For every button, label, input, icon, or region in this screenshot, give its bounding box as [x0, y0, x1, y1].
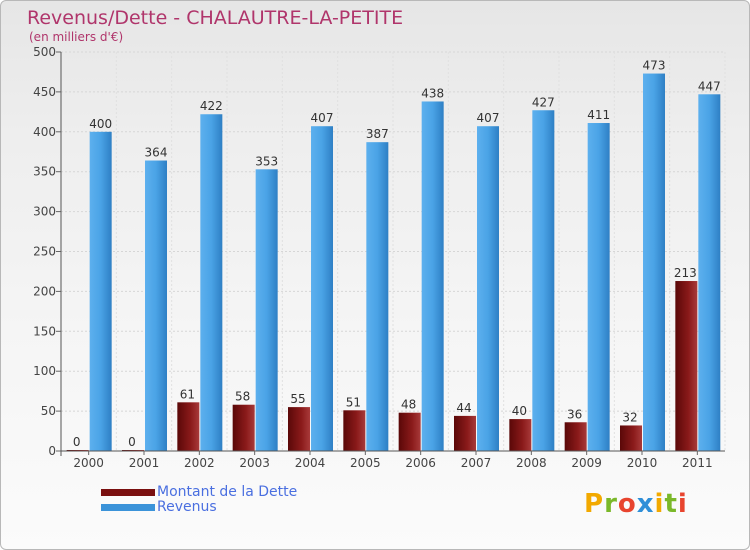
data-label-dette: 51 — [346, 395, 361, 409]
bar-revenus-2001 — [145, 160, 167, 451]
bars: 0 400 0 364 61 422 58 353 55 407 51 387 48 438 44 407 40… — [66, 59, 721, 452]
bar-dette-2003 — [232, 404, 255, 451]
legend-swatch-dette — [101, 489, 155, 496]
x-tick-label: 2008 — [516, 456, 547, 470]
y-tick-label: 500 — [33, 45, 56, 59]
data-label-revenus: 407 — [311, 111, 334, 125]
legend-label-dette: Montant de la Dette — [157, 484, 298, 500]
bar-revenus-2003 — [255, 169, 278, 451]
x-tick-label: 2011 — [682, 456, 713, 470]
x-tick-label: 2005 — [350, 456, 381, 470]
y-tick-label: 50 — [41, 404, 56, 418]
data-label-revenus: 353 — [255, 154, 278, 168]
data-label-revenus: 447 — [698, 79, 721, 93]
data-label-dette: 32 — [622, 410, 637, 424]
y-tick-label: 250 — [33, 245, 56, 259]
x-tick-label: 2004 — [295, 456, 326, 470]
data-label-revenus: 411 — [587, 108, 610, 122]
x-tick-label: 2003 — [239, 456, 270, 470]
grid-lines — [60, 51, 726, 452]
x-tick-label: 2002 — [184, 456, 215, 470]
y-tick-label: 100 — [33, 364, 56, 378]
bar-revenus-2000 — [89, 131, 112, 452]
data-label-revenus: 473 — [643, 59, 666, 73]
data-label-dette: 0 — [128, 435, 136, 449]
bar-revenus-2006 — [421, 101, 444, 451]
bar-dette-2007 — [454, 415, 476, 451]
logo-letter: t — [664, 489, 678, 519]
bar-revenus-2004 — [311, 126, 333, 452]
legend-item-dette: Montant de la Dette — [101, 485, 297, 500]
data-label-dette: 0 — [73, 435, 81, 449]
data-label-dette: 36 — [567, 407, 582, 421]
y-tick-label: 450 — [33, 85, 56, 99]
data-label-revenus: 364 — [145, 146, 168, 160]
legend: Montant de la Dette Revenus — [101, 485, 297, 515]
bar-dette-2009 — [564, 422, 587, 451]
bar-dette-2008 — [509, 419, 532, 451]
bar-revenus-2009 — [587, 123, 610, 451]
bar-dette-2002 — [177, 402, 200, 451]
data-label-revenus: 407 — [477, 111, 500, 125]
data-label-revenus: 438 — [421, 86, 444, 100]
data-label-revenus: 427 — [532, 95, 555, 109]
x-tick-label: 2001 — [129, 456, 160, 470]
chart-title: Revenus/Dette - CHALAUTRE-LA-PETITE — [27, 7, 404, 29]
data-label-dette: 58 — [235, 390, 250, 404]
legend-label-revenus: Revenus — [157, 499, 217, 515]
data-label-dette: 55 — [290, 392, 305, 406]
data-label-dette: 61 — [180, 387, 195, 401]
data-label-dette: 48 — [401, 398, 416, 412]
bar-revenus-2010 — [643, 73, 665, 452]
bar-revenus-2011 — [698, 94, 721, 451]
proxiti-logo: Proxiti — [584, 489, 688, 519]
data-label-revenus: 400 — [89, 117, 112, 131]
data-label-dette: 44 — [456, 401, 471, 415]
y-tick-label: 150 — [33, 324, 56, 338]
x-tick-label: 2009 — [571, 456, 602, 470]
data-label-dette: 213 — [674, 266, 697, 280]
x-tick-label: 2010 — [627, 456, 658, 470]
logo-letter: x — [636, 489, 655, 519]
y-tick-label: 400 — [33, 125, 56, 139]
x-tick-label: 2006 — [405, 456, 436, 470]
logo-letter: i — [677, 489, 688, 519]
legend-swatch-revenus — [101, 504, 155, 511]
y-tick-label: 0 — [48, 444, 56, 458]
x-tick-label: 2000 — [73, 456, 104, 470]
data-label-dette: 40 — [512, 404, 527, 418]
data-label-revenus: 422 — [200, 99, 223, 113]
data-label-revenus: 387 — [366, 127, 389, 141]
bar-revenus-2005 — [366, 142, 389, 451]
logo-letter: P — [584, 489, 605, 519]
y-tick-label: 200 — [33, 284, 56, 298]
bar-dette-2011 — [675, 281, 698, 451]
legend-item-revenus: Revenus — [101, 500, 297, 515]
y-tick-label: 300 — [33, 205, 56, 219]
chart-subtitle: (en milliers d'€) — [29, 30, 124, 44]
y-tick-label: 350 — [33, 165, 56, 179]
logo-letter: r — [604, 489, 618, 519]
bar-revenus-2007 — [477, 126, 499, 452]
bar-revenus-2002 — [200, 114, 223, 451]
bar-dette-2010 — [620, 425, 642, 451]
x-tick-label: 2007 — [461, 456, 492, 470]
bar-revenus-2008 — [532, 110, 555, 451]
bar-dette-2006 — [398, 412, 421, 451]
logo-letter: i — [654, 489, 665, 519]
logo-letter: o — [617, 489, 637, 519]
bar-dette-2004 — [288, 407, 310, 451]
bar-dette-2005 — [343, 410, 366, 451]
